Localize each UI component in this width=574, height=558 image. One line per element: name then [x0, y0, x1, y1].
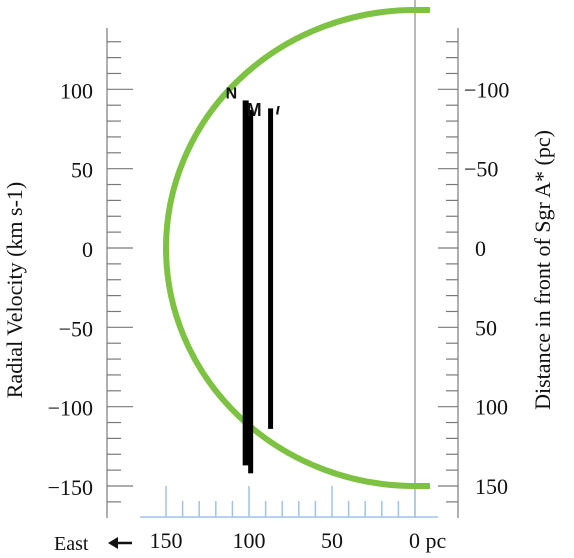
- clouds-layer: [242, 100, 274, 474]
- ring-layer: [163, 7, 430, 489]
- right-tick-label: 100: [475, 395, 508, 420]
- east-arrow-head: [108, 537, 118, 549]
- right-tick-label: 150: [475, 474, 508, 499]
- cloud-bar-m: [248, 109, 254, 474]
- cloud-bar-l: [268, 108, 274, 429]
- right-tick-label: −50: [464, 157, 498, 182]
- left-tick-label: −50: [59, 316, 93, 341]
- x-axis: 150 100 50 0 pc East: [54, 0, 447, 555]
- left-tick-label: 100: [60, 78, 93, 103]
- x-tick-label: 50: [321, 528, 343, 553]
- x-tick-label: 100: [233, 528, 266, 553]
- left-tick-label: 0: [82, 237, 93, 262]
- left-axis-title: Radial Velocity (km s-1): [2, 182, 27, 399]
- left-y-axis: 100 50 0 −50 −100 −150 Radial Velocity (km s-1…: [2, 28, 133, 518]
- x-tick-label: 150: [150, 528, 183, 553]
- left-tick-label: −150: [48, 475, 93, 500]
- cloud-bar-n: [242, 100, 249, 466]
- right-tick-label: −100: [464, 77, 509, 102]
- east-label: East: [54, 533, 89, 555]
- right-y-axis: −100 −50 0 50 100 150 Distance in front of Sgr…: [438, 28, 555, 518]
- left-tick-label: −100: [48, 396, 93, 421]
- cloud-label: N: [226, 85, 238, 102]
- right-tick-label: 0: [475, 236, 486, 261]
- left-tick-label: 50: [71, 158, 93, 183]
- right-axis-title: Distance in front of Sgr A* (pc): [530, 130, 555, 410]
- labels-layer: NM ι: [226, 85, 281, 120]
- ring-arc: [163, 7, 430, 489]
- cloud-label: ι: [276, 101, 281, 118]
- x-tick-label: 0 pc: [409, 528, 447, 553]
- right-tick-label: 50: [475, 315, 497, 340]
- cloud-label: M: [247, 100, 262, 120]
